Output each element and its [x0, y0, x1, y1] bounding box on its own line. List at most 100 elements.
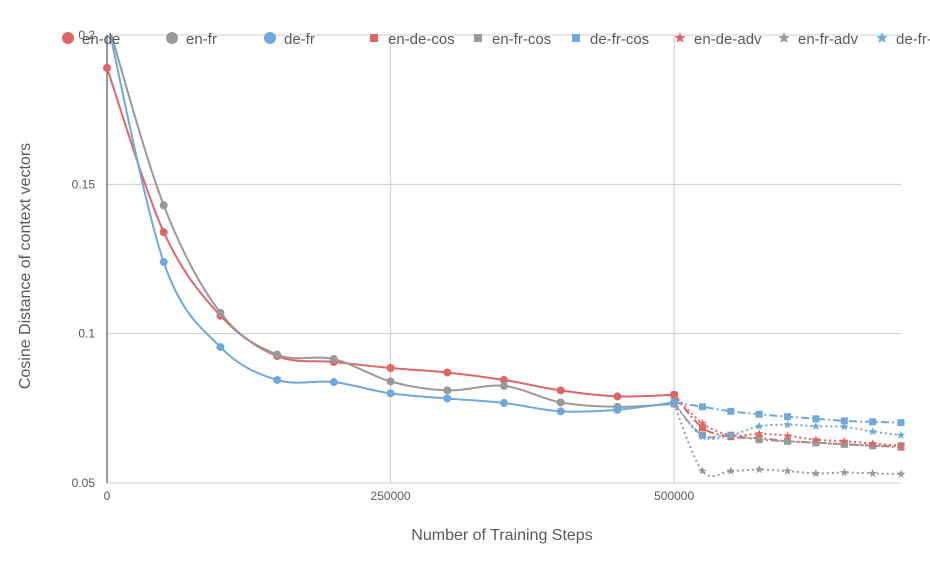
data-point: [896, 469, 906, 478]
legend-swatch: [474, 34, 482, 42]
legend-label: en-de-cos: [388, 31, 455, 48]
legend-item-de-fr-adv: de-fr-adv: [876, 31, 930, 48]
legend-item-en-de-cos: en-de-cos: [370, 31, 455, 48]
legend-item-en-fr-adv: en-fr-adv: [778, 31, 859, 48]
data-point: [812, 439, 820, 447]
data-point: [783, 466, 792, 475]
legend-label: en-de: [82, 31, 120, 48]
series-de-fr: [109, 35, 679, 416]
data-point: [159, 201, 168, 210]
axes: 0.05 0.1 0.15 0.2 0 250000 500000: [72, 28, 695, 503]
data-point: [613, 405, 622, 414]
legend-item-en-de-adv: en-de-adv: [674, 31, 762, 48]
data-point: [869, 418, 877, 426]
data-point: [669, 390, 679, 399]
x-tick-label: 500000: [654, 489, 694, 503]
data-point: [726, 466, 736, 475]
data-point: [783, 431, 792, 440]
legend-swatch: [370, 34, 378, 42]
data-point: [699, 424, 706, 432]
data-point: [500, 398, 508, 407]
legend-swatch: [876, 32, 888, 43]
data-point: [840, 468, 849, 477]
data-point: [159, 257, 168, 266]
data-point: [868, 468, 877, 478]
legend-swatch: [674, 32, 686, 43]
data-point: [840, 417, 848, 425]
data-point: [783, 420, 792, 429]
data-point: [443, 368, 452, 377]
series-line: [673, 394, 901, 447]
data-point: [698, 432, 707, 441]
data-point: [811, 468, 821, 478]
legend-swatch: [62, 32, 74, 44]
legend-item-de-fr: de-fr: [264, 31, 315, 48]
data-point: [868, 439, 877, 448]
data-point: [784, 437, 792, 445]
data-point: [727, 407, 735, 415]
legend-swatch: [778, 32, 790, 43]
series-line: [107, 67, 675, 398]
data-point: [699, 403, 706, 411]
data-point: [698, 418, 707, 427]
y-tick-label: 0.2: [78, 28, 95, 42]
data-point: [698, 466, 707, 475]
y-tick-label: 0.1: [78, 327, 95, 341]
data-point: [500, 381, 508, 390]
data-point: [840, 440, 848, 448]
legend-swatch: [264, 32, 276, 44]
x-tick-label: 250000: [371, 489, 411, 503]
data-point: [273, 350, 282, 359]
data-point: [869, 442, 877, 450]
legend-label: en-fr-adv: [798, 31, 859, 48]
data-point: [556, 398, 565, 407]
legend-label: en-fr-cos: [492, 31, 551, 48]
data-point: [556, 407, 565, 416]
y-tick-label: 0.05: [72, 476, 96, 490]
data-point: [500, 375, 508, 384]
legend-item-en-de: en-de: [62, 31, 120, 48]
data-point: [669, 397, 679, 406]
data-point: [840, 422, 849, 431]
data-point: [216, 308, 225, 317]
y-axis-label: Cosine Distance of context vectors: [17, 142, 34, 390]
data-point: [868, 427, 877, 436]
data-point: [273, 375, 282, 384]
data-point: [613, 392, 622, 401]
data-point: [726, 430, 736, 439]
y-tick-label: 0.15: [72, 177, 96, 191]
series-group: [103, 35, 906, 478]
data-point: [811, 435, 821, 444]
data-point: [840, 436, 849, 445]
legend-label: en-de-adv: [694, 31, 762, 48]
legend-item-en-fr-cos: en-fr-cos: [474, 31, 551, 48]
x-axis-label: Number of Training Steps: [411, 527, 593, 544]
legend-label: de-fr: [284, 31, 315, 48]
data-point: [896, 430, 906, 439]
data-point: [556, 386, 565, 395]
series-en-fr: [110, 35, 679, 411]
data-point: [329, 378, 338, 387]
legend-item-en-fr: en-fr: [166, 31, 217, 48]
legend: en-de en-fr de-fr en-de-cos en-fr-cos de-fr-c…: [62, 31, 930, 48]
data-point: [386, 364, 395, 373]
legend-label: en-fr: [186, 31, 217, 48]
data-point: [443, 394, 452, 403]
data-point: [329, 355, 338, 364]
data-point: [812, 415, 820, 423]
series-de-fr-adv: [669, 397, 906, 441]
legend-swatch: [166, 32, 178, 44]
legend-item-de-fr-cos: de-fr-cos: [572, 31, 649, 48]
data-point: [103, 63, 111, 72]
data-point: [755, 436, 763, 444]
data-point: [443, 386, 452, 395]
data-point: [754, 465, 764, 474]
data-point: [754, 421, 764, 430]
data-point: [811, 421, 821, 430]
data-point: [159, 228, 168, 237]
data-point: [896, 441, 906, 450]
legend-label: de-fr-cos: [590, 31, 649, 48]
data-point: [386, 389, 395, 398]
data-point: [897, 419, 905, 427]
